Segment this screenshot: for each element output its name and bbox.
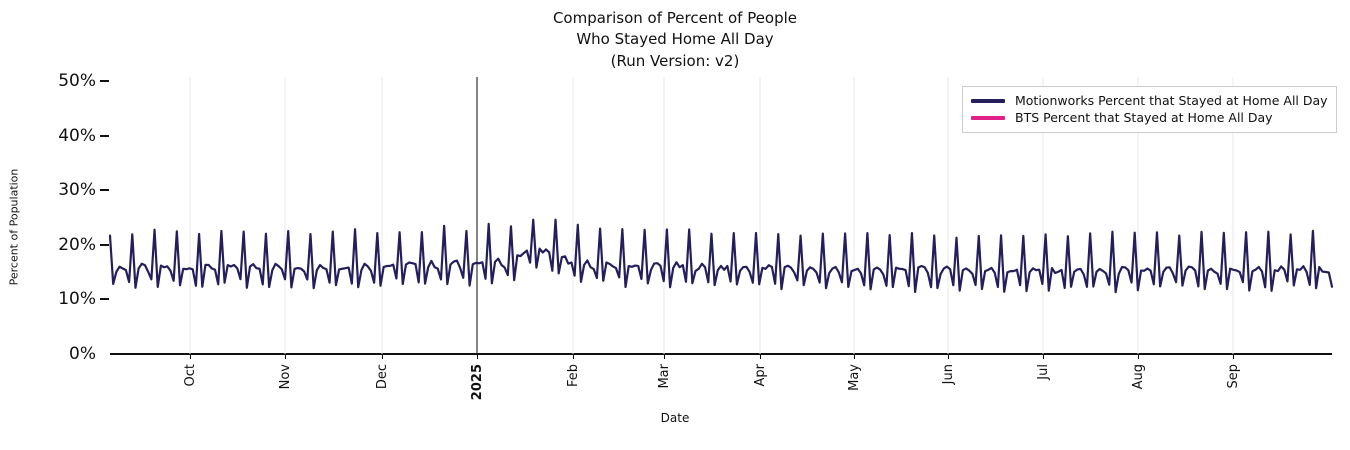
- y-tick-label: 50%: [58, 71, 96, 91]
- series-line-0: [108, 218, 1334, 294]
- y-tick-mark: [100, 189, 109, 192]
- x-tick-mark: [948, 354, 949, 359]
- x-tick-mark: [1043, 354, 1044, 359]
- legend-label: BTS Percent that Stayed at Home All Day: [1015, 110, 1273, 125]
- legend-color-swatch: [971, 98, 1005, 103]
- y-tick-label: 10%: [58, 289, 96, 310]
- x-tick-mark: [573, 354, 574, 359]
- axis-baseline: [110, 353, 1332, 355]
- legend-item[interactable]: BTS Percent that Stayed at Home All Day: [971, 109, 1328, 126]
- legend-color-swatch: [971, 115, 1005, 120]
- x-tick-mark: [854, 354, 855, 359]
- x-axis-label: Date: [660, 411, 690, 425]
- x-tick-mark: [477, 354, 478, 359]
- legend: Motionworks Percent that Stayed at Home …: [962, 86, 1337, 133]
- x-tick-mark: [285, 354, 286, 359]
- y-tick-mark: [100, 80, 109, 82]
- x-tick-mark: [1138, 354, 1139, 359]
- x-tick-mark: [760, 354, 761, 359]
- legend-item[interactable]: Motionworks Percent that Stayed at Home …: [971, 92, 1328, 109]
- legend-label: Motionworks Percent that Stayed at Home …: [1015, 93, 1328, 108]
- series-lines: [108, 218, 1334, 294]
- y-tick-label: 20%: [58, 234, 96, 255]
- y-tick-mark: [100, 134, 109, 137]
- x-tick-mark: [190, 354, 191, 359]
- y-tick-label: 30%: [58, 180, 96, 201]
- y-tick-mark: [100, 243, 109, 246]
- y-tick-label: 40%: [58, 125, 96, 146]
- y-tick-label: 0%: [69, 344, 96, 364]
- x-tick-mark: [382, 354, 383, 359]
- chart-title: Comparison of Percent of People Who Stay…: [552, 9, 798, 70]
- x-tick-mark: [1233, 354, 1234, 359]
- x-tick-mark: [664, 354, 665, 359]
- y-tick-mark: [100, 298, 109, 301]
